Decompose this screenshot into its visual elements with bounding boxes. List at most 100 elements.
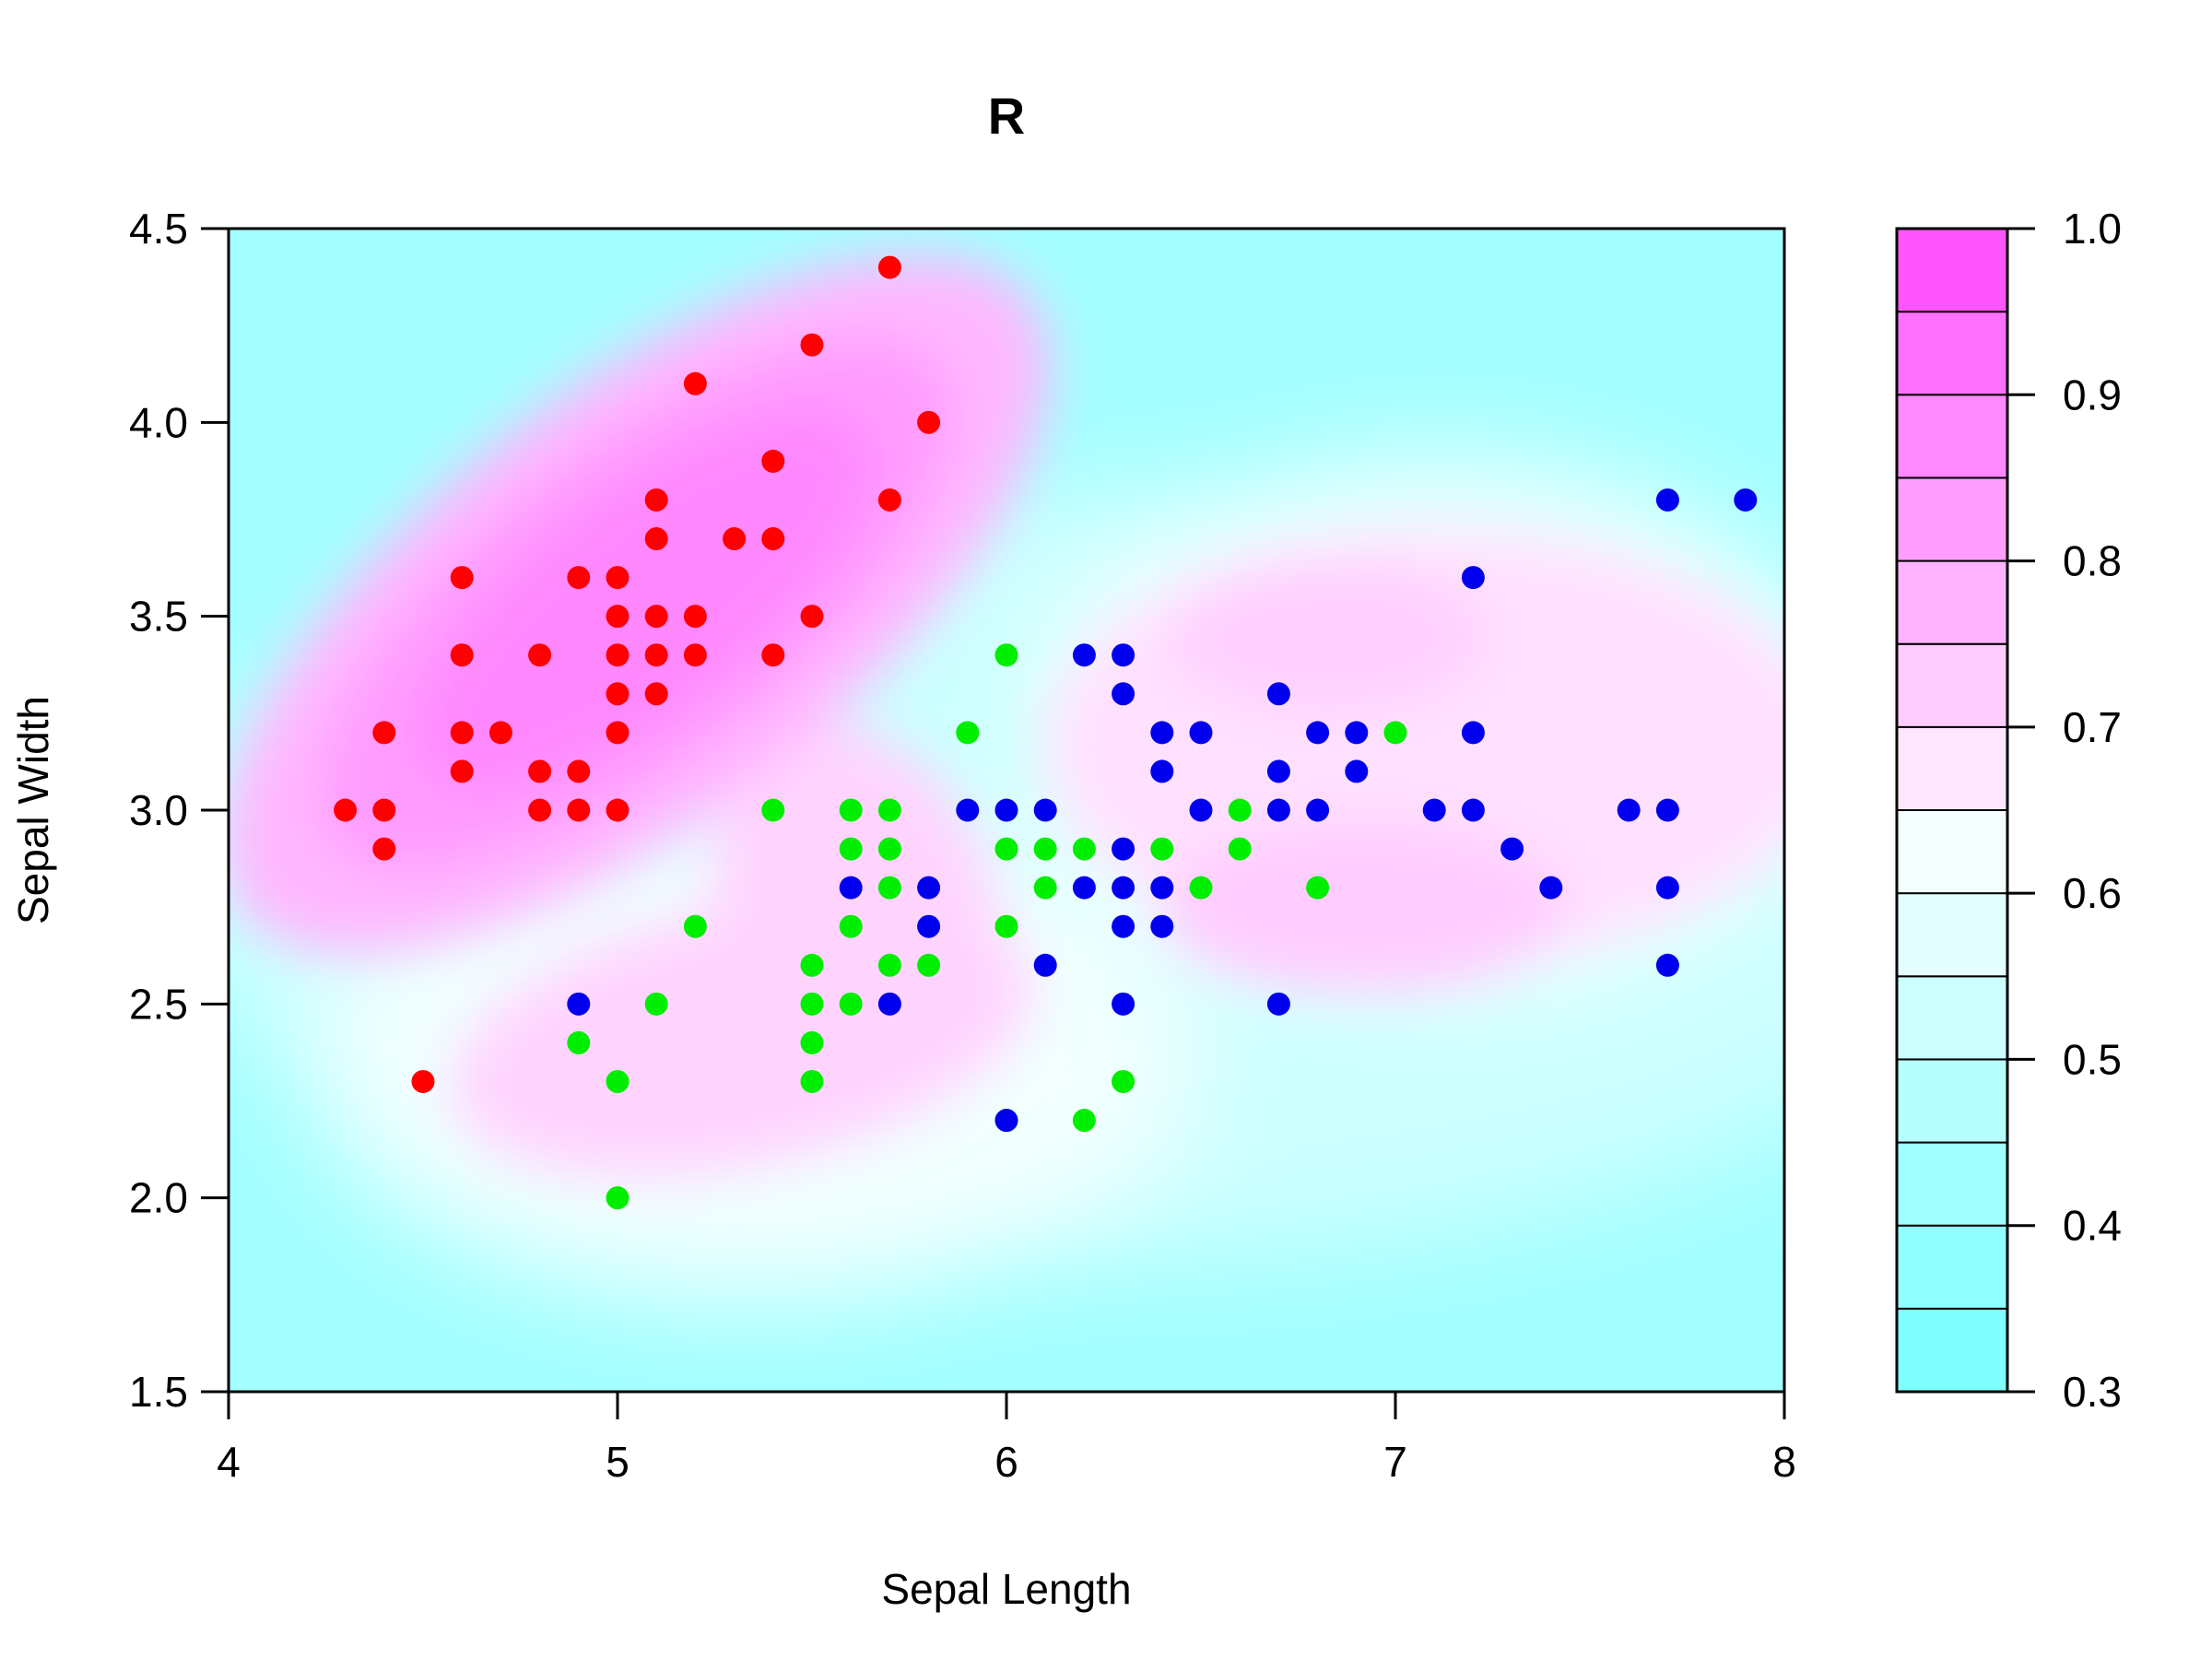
color-key-tick-label: 0.8 [2063, 537, 2122, 585]
data-point [606, 605, 629, 629]
data-point [683, 605, 707, 629]
y-axis-title: Sepal Width [9, 696, 57, 924]
data-point [1266, 682, 1290, 706]
y-tick-label: 3.0 [129, 786, 188, 834]
x-axis-title: Sepal Length [881, 1565, 1131, 1613]
data-point [683, 914, 707, 938]
data-point [1345, 721, 1369, 745]
color-key-band [1896, 1307, 2008, 1394]
data-point [761, 798, 785, 822]
chart-title: R [988, 87, 1025, 145]
data-point [800, 333, 824, 357]
color-key-tick-label: 0.5 [2063, 1035, 2122, 1083]
data-point [1189, 798, 1213, 822]
data-point [606, 1069, 629, 1093]
color-key-tick-label: 0.3 [2063, 1368, 2122, 1416]
data-point [877, 798, 901, 822]
color-key-band [1896, 559, 2008, 645]
data-point [1655, 798, 1679, 822]
data-point [1306, 876, 1330, 900]
color-key-band [1896, 642, 2008, 728]
data-point [1072, 643, 1096, 667]
data-point [1306, 798, 1330, 822]
y-tick-label: 2.5 [129, 980, 188, 1028]
data-point [877, 255, 901, 279]
data-point [723, 527, 747, 551]
data-point [1112, 837, 1135, 861]
data-point [1189, 876, 1213, 900]
color-key-band [1896, 311, 2008, 396]
y-tick-label: 1.5 [129, 1368, 188, 1416]
data-point [450, 643, 474, 667]
data-point [606, 566, 629, 590]
data-point [1033, 953, 1057, 977]
data-point [839, 914, 863, 938]
data-point [1112, 992, 1135, 1016]
color-key-band [1896, 975, 2008, 1061]
data-point [1150, 721, 1174, 745]
data-point [1033, 876, 1057, 900]
data-point [644, 992, 668, 1016]
x-axis: 4 5 6 7 8 [217, 1392, 1796, 1486]
data-point [528, 643, 552, 667]
data-point [450, 759, 474, 783]
data-point [877, 992, 901, 1016]
color-key-tick-label: 0.9 [2063, 371, 2122, 418]
x-tick-label: 4 [217, 1438, 241, 1486]
probability-surface [229, 229, 1784, 1392]
data-point [994, 798, 1018, 822]
data-point [567, 798, 591, 822]
color-key-band [1896, 725, 2008, 811]
data-point [956, 721, 980, 745]
data-point [450, 566, 474, 590]
data-point [644, 488, 668, 512]
data-point [1150, 759, 1174, 783]
data-point [1228, 798, 1252, 822]
data-point [839, 992, 863, 1016]
data-point [956, 798, 980, 822]
data-point [1617, 798, 1641, 822]
data-point [994, 837, 1018, 861]
data-point [917, 953, 941, 977]
color-key-band [1896, 809, 2008, 895]
data-point [606, 643, 629, 667]
data-point [761, 527, 785, 551]
data-point [372, 721, 396, 745]
data-point [1150, 876, 1174, 900]
x-tick-label: 6 [994, 1438, 1018, 1486]
data-point [567, 992, 591, 1016]
data-point [528, 798, 552, 822]
data-point [567, 759, 591, 783]
color-key-band [1896, 1058, 2008, 1144]
data-point [1072, 837, 1096, 861]
data-point [1228, 837, 1252, 861]
data-point [1422, 798, 1446, 822]
data-point [1112, 682, 1135, 706]
data-point [567, 566, 591, 590]
data-point [1266, 759, 1290, 783]
data-points [334, 255, 1758, 1210]
y-tick-label: 3.5 [129, 593, 188, 641]
color-key-band [1896, 394, 2008, 479]
data-point [372, 837, 396, 861]
data-point [1189, 721, 1213, 745]
data-point [1112, 914, 1135, 938]
data-point [606, 721, 629, 745]
color-key-band [1896, 892, 2008, 978]
data-point [1150, 837, 1174, 861]
data-point [1306, 721, 1330, 745]
data-point [1383, 721, 1407, 745]
data-point [917, 876, 941, 900]
data-point [372, 798, 396, 822]
color-key-tick-label: 0.6 [2063, 869, 2122, 917]
color-key-frame [1895, 227, 2009, 1394]
color-key-band [1896, 228, 2008, 313]
data-point [1033, 798, 1057, 822]
data-point [683, 371, 707, 395]
color-key-band [1896, 1141, 2008, 1227]
data-point [877, 488, 901, 512]
data-point [800, 953, 824, 977]
color-key: 0.3 0.4 0.5 0.6 0.7 0.8 0.9 1.0 [1895, 205, 2122, 1416]
data-point [1112, 643, 1135, 667]
